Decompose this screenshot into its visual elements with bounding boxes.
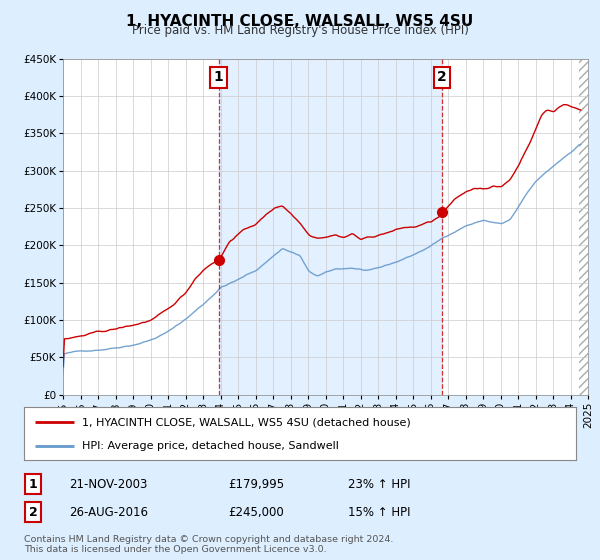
Text: 2: 2 <box>29 506 37 519</box>
Text: 15% ↑ HPI: 15% ↑ HPI <box>348 506 410 519</box>
Text: £179,995: £179,995 <box>228 478 284 491</box>
Text: Price paid vs. HM Land Registry's House Price Index (HPI): Price paid vs. HM Land Registry's House … <box>131 24 469 37</box>
Text: 2: 2 <box>437 71 447 85</box>
Text: Contains HM Land Registry data © Crown copyright and database right 2024.: Contains HM Land Registry data © Crown c… <box>24 535 394 544</box>
Bar <box>579 59 588 395</box>
Text: 1, HYACINTH CLOSE, WALSALL, WS5 4SU (detached house): 1, HYACINTH CLOSE, WALSALL, WS5 4SU (det… <box>82 417 411 427</box>
Text: £245,000: £245,000 <box>228 506 284 519</box>
Bar <box>579 59 588 395</box>
Text: 1: 1 <box>214 71 224 85</box>
Text: 1: 1 <box>29 478 37 491</box>
Text: 1, HYACINTH CLOSE, WALSALL, WS5 4SU: 1, HYACINTH CLOSE, WALSALL, WS5 4SU <box>127 14 473 29</box>
Text: 23% ↑ HPI: 23% ↑ HPI <box>348 478 410 491</box>
Text: HPI: Average price, detached house, Sandwell: HPI: Average price, detached house, Sand… <box>82 441 339 451</box>
Text: 21-NOV-2003: 21-NOV-2003 <box>69 478 148 491</box>
Text: This data is licensed under the Open Government Licence v3.0.: This data is licensed under the Open Gov… <box>24 545 326 554</box>
Bar <box>219 59 442 395</box>
Text: 26-AUG-2016: 26-AUG-2016 <box>69 506 148 519</box>
